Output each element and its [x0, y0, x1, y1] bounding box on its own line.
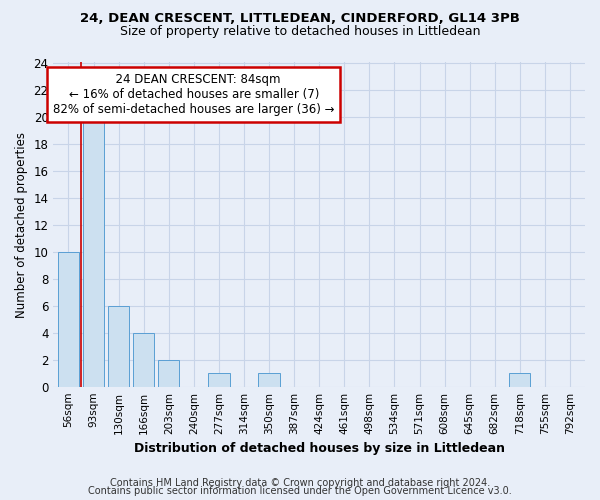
Text: Size of property relative to detached houses in Littledean: Size of property relative to detached ho… — [120, 25, 480, 38]
Bar — [158, 360, 179, 386]
Bar — [108, 306, 129, 386]
Bar — [58, 252, 79, 386]
Text: 24 DEAN CRESCENT: 84sqm
← 16% of detached houses are smaller (7)
82% of semi-det: 24 DEAN CRESCENT: 84sqm ← 16% of detache… — [53, 74, 335, 116]
X-axis label: Distribution of detached houses by size in Littledean: Distribution of detached houses by size … — [134, 442, 505, 455]
Bar — [133, 332, 154, 386]
Bar — [259, 373, 280, 386]
Bar — [208, 373, 230, 386]
Bar — [509, 373, 530, 386]
Text: Contains HM Land Registry data © Crown copyright and database right 2024.: Contains HM Land Registry data © Crown c… — [110, 478, 490, 488]
Text: 24, DEAN CRESCENT, LITTLEDEAN, CINDERFORD, GL14 3PB: 24, DEAN CRESCENT, LITTLEDEAN, CINDERFOR… — [80, 12, 520, 26]
Bar — [83, 116, 104, 386]
Text: Contains public sector information licensed under the Open Government Licence v3: Contains public sector information licen… — [88, 486, 512, 496]
Y-axis label: Number of detached properties: Number of detached properties — [15, 132, 28, 318]
